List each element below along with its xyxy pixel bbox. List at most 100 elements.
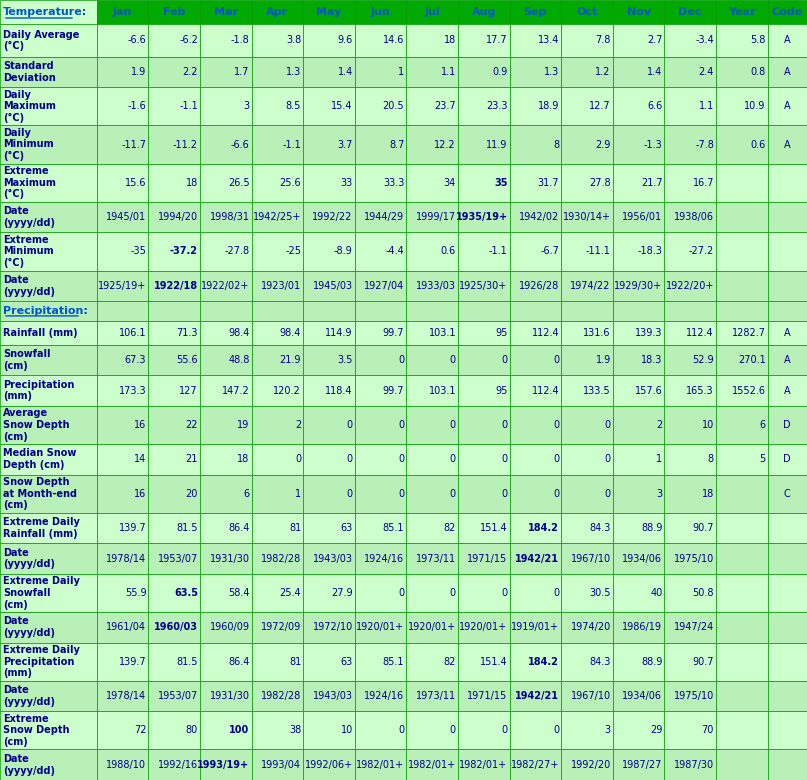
Text: 1953/07: 1953/07 xyxy=(157,554,198,563)
Bar xyxy=(458,375,509,406)
Text: 27.8: 27.8 xyxy=(589,178,611,188)
Bar xyxy=(303,24,355,57)
Bar xyxy=(355,406,407,444)
Text: 1: 1 xyxy=(398,67,404,77)
Bar xyxy=(0,643,97,681)
Bar xyxy=(0,271,97,301)
Bar xyxy=(303,345,355,375)
Bar xyxy=(664,87,716,126)
Text: 58.4: 58.4 xyxy=(228,588,249,598)
Text: -11.1: -11.1 xyxy=(586,246,611,257)
Bar xyxy=(664,345,716,375)
Bar xyxy=(303,612,355,643)
Bar xyxy=(613,321,664,345)
Text: 270.1: 270.1 xyxy=(738,355,766,365)
Bar xyxy=(716,612,767,643)
Text: C: C xyxy=(784,488,791,498)
Bar xyxy=(407,321,458,345)
Text: 3.7: 3.7 xyxy=(337,140,353,150)
Text: -6.7: -6.7 xyxy=(541,246,559,257)
Bar xyxy=(200,202,252,232)
Text: Daily
Minimum
(°C): Daily Minimum (°C) xyxy=(3,128,53,161)
Text: 0.6: 0.6 xyxy=(441,246,456,257)
Bar xyxy=(355,444,407,474)
Text: Apr: Apr xyxy=(266,7,288,17)
Bar xyxy=(407,750,458,780)
Text: 18: 18 xyxy=(702,488,714,498)
Bar xyxy=(561,406,613,444)
Bar xyxy=(97,406,148,444)
Bar xyxy=(0,375,97,406)
Text: Precipitation
(mm): Precipitation (mm) xyxy=(3,380,74,402)
Text: 82: 82 xyxy=(444,523,456,533)
Text: 3: 3 xyxy=(604,725,611,736)
Text: 20: 20 xyxy=(186,488,198,498)
Bar xyxy=(303,126,355,164)
Bar xyxy=(0,0,97,24)
Bar xyxy=(252,406,303,444)
Text: 35: 35 xyxy=(494,178,508,188)
Text: 1924/16: 1924/16 xyxy=(364,554,404,563)
Bar xyxy=(458,24,509,57)
Text: 103.1: 103.1 xyxy=(429,385,456,395)
Text: 21.7: 21.7 xyxy=(641,178,663,188)
Bar xyxy=(97,681,148,711)
Bar xyxy=(458,321,509,345)
Text: 1922/18: 1922/18 xyxy=(154,281,198,291)
Text: Snow Depth
at Month-end
(cm): Snow Depth at Month-end (cm) xyxy=(3,477,77,510)
Bar xyxy=(252,345,303,375)
Bar xyxy=(355,24,407,57)
Bar xyxy=(767,474,807,512)
Text: 1943/03: 1943/03 xyxy=(313,554,353,563)
Text: Jul: Jul xyxy=(424,7,440,17)
Bar xyxy=(767,406,807,444)
Text: 80: 80 xyxy=(186,725,198,736)
Text: 1925/19+: 1925/19+ xyxy=(98,281,146,291)
Bar xyxy=(407,202,458,232)
Bar xyxy=(97,612,148,643)
Text: 3.5: 3.5 xyxy=(337,355,353,365)
Text: 1992/22: 1992/22 xyxy=(312,212,353,222)
Bar xyxy=(355,512,407,544)
Text: Average
Snow Depth
(cm): Average Snow Depth (cm) xyxy=(3,408,69,441)
Text: 112.4: 112.4 xyxy=(532,328,559,338)
Text: 1972/10: 1972/10 xyxy=(312,622,353,633)
Bar xyxy=(509,574,561,612)
Text: 0.8: 0.8 xyxy=(751,67,766,77)
Text: 106.1: 106.1 xyxy=(119,328,146,338)
Text: Standard
Deviation: Standard Deviation xyxy=(3,61,56,83)
Text: 31.7: 31.7 xyxy=(537,178,559,188)
Text: -6.2: -6.2 xyxy=(179,35,198,45)
Text: 21.9: 21.9 xyxy=(280,355,301,365)
Text: 98.4: 98.4 xyxy=(228,328,249,338)
Text: -11.2: -11.2 xyxy=(173,140,198,150)
Text: Date
(yyyy/dd): Date (yyyy/dd) xyxy=(3,548,55,569)
Bar xyxy=(664,406,716,444)
Bar xyxy=(716,301,767,321)
Text: 1993/04: 1993/04 xyxy=(261,760,301,770)
Bar xyxy=(200,612,252,643)
Text: -1.8: -1.8 xyxy=(231,35,249,45)
Text: 84.3: 84.3 xyxy=(589,523,611,533)
Text: Date
(yyyy/dd): Date (yyyy/dd) xyxy=(3,685,55,707)
Text: 1923/01: 1923/01 xyxy=(261,281,301,291)
Text: 131.6: 131.6 xyxy=(583,328,611,338)
Bar xyxy=(0,321,97,345)
Text: 1956/01: 1956/01 xyxy=(622,212,663,222)
Bar xyxy=(303,750,355,780)
Bar xyxy=(252,126,303,164)
Text: 0: 0 xyxy=(553,488,559,498)
Bar xyxy=(148,444,200,474)
Bar xyxy=(509,512,561,544)
Text: 2.7: 2.7 xyxy=(647,35,663,45)
Text: 67.3: 67.3 xyxy=(125,355,146,365)
Bar xyxy=(97,711,148,750)
Bar xyxy=(148,406,200,444)
Text: 12.2: 12.2 xyxy=(434,140,456,150)
Text: 1971/15: 1971/15 xyxy=(467,691,508,701)
Bar xyxy=(664,474,716,512)
Bar xyxy=(407,512,458,544)
Text: 1942/02: 1942/02 xyxy=(519,212,559,222)
Text: 0: 0 xyxy=(449,355,456,365)
Text: 1931/30: 1931/30 xyxy=(210,554,249,563)
